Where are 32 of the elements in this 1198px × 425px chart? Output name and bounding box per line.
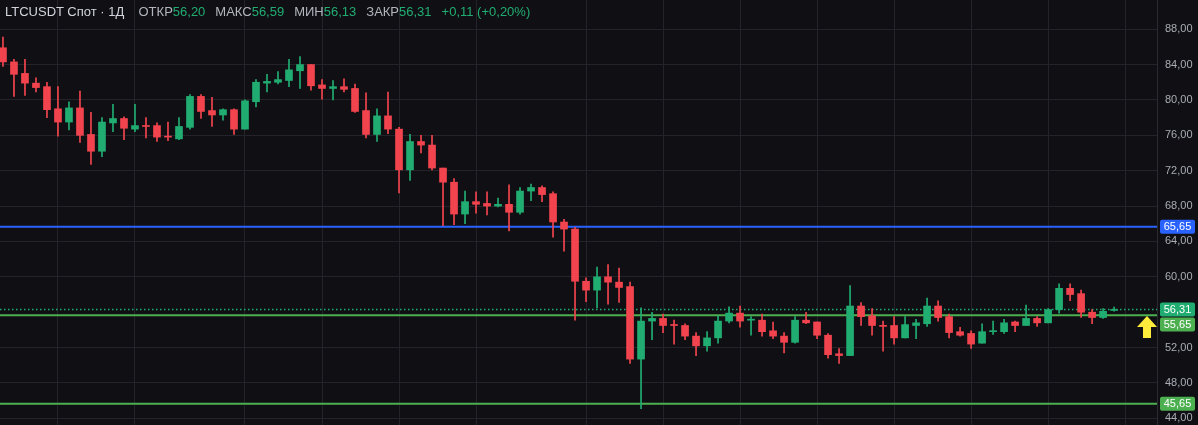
- candlestick: [835, 348, 843, 364]
- candlestick: [879, 320, 887, 352]
- annotation: ОТКР56,20: [138, 3, 206, 19]
- y-tick-label: 80,00: [1165, 92, 1193, 105]
- candlestick: [142, 117, 150, 139]
- candlestick: [274, 71, 282, 85]
- ref-line-label: 45,65: [1163, 397, 1192, 410]
- y-tick-label: 48,00: [1165, 376, 1193, 389]
- candlestick: [472, 191, 480, 214]
- ref-line-label: 56,31: [1163, 303, 1192, 316]
- y-tick-label: 60,00: [1165, 269, 1193, 282]
- y-tick-label: 68,00: [1165, 199, 1193, 212]
- y-tick-label: 84,00: [1165, 57, 1193, 70]
- y-tick-label: 72,00: [1165, 163, 1193, 176]
- annotation: МАКС56,59: [215, 3, 285, 19]
- y-tick-label: 88,00: [1165, 22, 1193, 35]
- ref-line-label: 55,65: [1163, 318, 1192, 331]
- candlestick: [956, 326, 964, 337]
- y-tick-label: 76,00: [1165, 128, 1193, 141]
- candlestick: [747, 316, 755, 336]
- candlestick: [329, 80, 337, 101]
- candlestick: [670, 319, 678, 345]
- annotation: МИН56,13: [294, 3, 357, 19]
- annotation: ЗАКР56,31: [366, 3, 432, 19]
- chart-title: LTCUSDT Спот · 1Д: [5, 3, 125, 19]
- annotation: +0,11 (+0,20%): [441, 3, 531, 19]
- candlestick: [989, 320, 997, 335]
- y-tick-label: 64,00: [1165, 234, 1193, 247]
- y-tick-label: 52,00: [1165, 340, 1193, 353]
- candlestick: [340, 78, 348, 93]
- ref-line-label: 65,65: [1163, 220, 1192, 233]
- y-tick-label: 44,00: [1165, 411, 1193, 424]
